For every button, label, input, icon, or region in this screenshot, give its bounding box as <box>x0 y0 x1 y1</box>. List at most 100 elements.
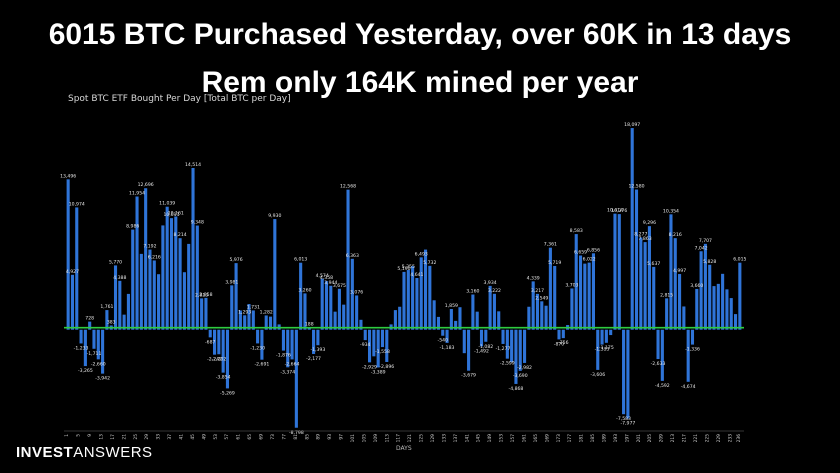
data-label: 5,637 <box>647 261 660 267</box>
data-label: 7,863 <box>639 236 652 242</box>
x-tick-label: 17 <box>110 434 116 440</box>
bar-day-51 <box>281 329 285 351</box>
data-label: -2,599 <box>500 361 515 367</box>
bar-day-119 <box>574 234 578 330</box>
data-label: 10,161 <box>168 210 184 216</box>
data-label: 8,214 <box>174 232 187 238</box>
data-label: 6,216 <box>148 254 161 260</box>
x-tick-label: 149 <box>487 434 493 443</box>
brand-part-1: INVEST <box>16 444 74 461</box>
bar-day-66 <box>346 189 350 330</box>
x-tick-label: 45 <box>190 434 196 440</box>
data-label: 7,361 <box>544 242 557 248</box>
bar-day-10 <box>105 310 109 330</box>
bar-day-35 <box>213 329 217 355</box>
data-label: 9,930 <box>268 213 281 219</box>
x-tick-label: 225 <box>704 434 710 443</box>
bar-day-72 <box>372 329 376 357</box>
x-axis-label: DAYS <box>396 445 412 452</box>
data-label: 6,659 <box>574 250 587 256</box>
data-label: -2,982 <box>517 365 532 371</box>
data-label: 7,042 <box>695 245 708 251</box>
x-tick-label: 157 <box>510 434 516 443</box>
headline-line-2: Rem only 164K mined per year <box>201 66 639 99</box>
bar-day-70 <box>363 329 367 341</box>
x-tick-label: 201 <box>636 434 642 443</box>
bar-day-82 <box>415 278 419 330</box>
x-tick-label: 49 <box>201 434 207 440</box>
bar-day-123 <box>591 253 595 330</box>
data-label: 4,388 <box>113 275 126 281</box>
bar-day-104 <box>510 329 514 363</box>
bar-day-157 <box>738 262 742 330</box>
bar-day-61 <box>324 281 329 330</box>
bar-day-3 <box>75 207 79 330</box>
data-label: -2,660 <box>91 361 106 367</box>
data-label: 6,013 <box>294 257 307 263</box>
data-label: 12,568 <box>340 184 356 190</box>
bar-day-153 <box>721 273 725 330</box>
data-label: -3,854 <box>216 375 231 381</box>
bar-day-58 <box>312 329 316 354</box>
bar-day-90 <box>449 309 453 330</box>
bar-day-48 <box>268 316 273 330</box>
bar-day-73 <box>376 329 380 368</box>
x-tick-label: 21 <box>121 434 127 440</box>
bar-day-6 <box>88 321 92 330</box>
data-label: 10,414 <box>607 208 623 214</box>
bar-day-12 <box>113 265 118 330</box>
data-label: 1,731 <box>247 304 260 310</box>
bar-day-145 <box>686 329 690 382</box>
bar-day-30 <box>191 167 195 330</box>
x-tick-label: 169 <box>544 434 550 443</box>
bar-day-78 <box>398 306 402 330</box>
x-tick-label: 209 <box>659 434 665 443</box>
bar-day-113 <box>548 247 552 330</box>
bar-day-33 <box>204 297 208 330</box>
bar-day-111 <box>540 301 544 330</box>
data-label: -5,269 <box>220 390 235 396</box>
data-label: 3,222 <box>488 288 501 294</box>
data-label: 4,574 <box>316 273 329 279</box>
bar-day-112 <box>544 305 548 330</box>
x-tick-label: 193 <box>613 434 619 443</box>
x-tick-label: 133 <box>441 434 447 443</box>
data-label: -2,664 <box>285 361 300 367</box>
bar-day-34 <box>208 329 212 338</box>
data-label: 12,580 <box>628 184 644 190</box>
data-label: 8,583 <box>570 228 583 234</box>
bar-day-91 <box>454 320 458 330</box>
bar-day-130 <box>622 329 626 415</box>
x-tick-label: 101 <box>350 434 356 443</box>
bar-day-28 <box>182 272 186 330</box>
bar-day-74 <box>380 329 385 348</box>
bar-day-18 <box>139 253 143 330</box>
x-tick-label: 1 <box>64 434 70 437</box>
bar-day-98 <box>484 329 488 342</box>
data-label: -7,583 <box>616 416 631 422</box>
data-label: 3,675 <box>333 283 346 289</box>
bar-day-116 <box>561 329 565 339</box>
bar-day-53 <box>290 329 294 360</box>
data-label: 1,859 <box>445 303 458 309</box>
x-tick-label: 197 <box>624 434 630 443</box>
x-tick-label: 73 <box>270 434 276 440</box>
x-tick-label: 129 <box>430 434 436 443</box>
bar-day-151 <box>712 286 716 330</box>
data-label: 2,813 <box>195 292 208 298</box>
bar-day-17 <box>135 196 139 330</box>
bar-day-132 <box>630 128 634 330</box>
data-label: -3,942 <box>95 376 110 382</box>
x-tick-label: 109 <box>373 434 379 443</box>
data-label: 2,549 <box>535 295 548 301</box>
data-label: 4,339 <box>527 275 540 281</box>
bar-day-120 <box>578 255 583 330</box>
data-label: 5,719 <box>548 260 561 266</box>
bar-day-77 <box>393 310 397 330</box>
data-label: 11,954 <box>129 191 145 197</box>
bar-day-4 <box>79 329 83 344</box>
bar-day-39 <box>230 285 234 330</box>
data-label: 6,856 <box>587 247 600 253</box>
bar-day-140 <box>665 298 669 330</box>
data-label: 5,770 <box>109 259 122 265</box>
